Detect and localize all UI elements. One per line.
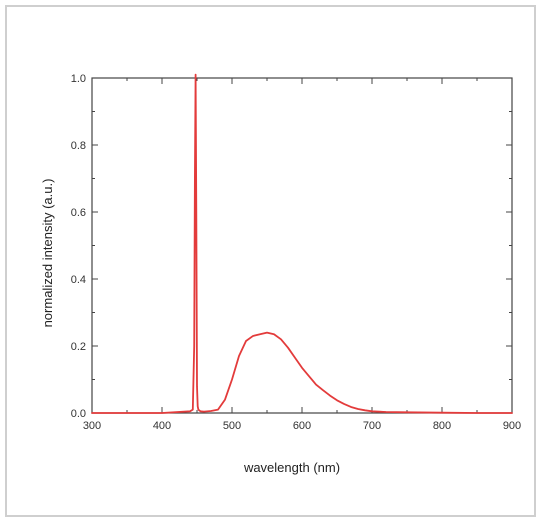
x-axis-title: wavelength (nm) bbox=[243, 460, 340, 475]
y-tick-label: 0.8 bbox=[71, 140, 86, 152]
y-tick-label: 0.2 bbox=[71, 341, 86, 353]
x-tick-label: 800 bbox=[433, 420, 451, 432]
y-tick-label: 0.4 bbox=[71, 274, 86, 286]
x-tick-label: 300 bbox=[83, 420, 101, 432]
spectrum-line-0 bbox=[91, 73, 513, 414]
y-tick-label: 0.0 bbox=[71, 408, 86, 420]
y-tick-label: 0.6 bbox=[71, 207, 86, 219]
y-axis-title: normalized intensity (a.u.) bbox=[40, 179, 55, 328]
x-tick-label: 500 bbox=[223, 420, 241, 432]
x-tick-label: 900 bbox=[503, 420, 521, 432]
x-tick-label: 400 bbox=[153, 420, 171, 432]
y-tick-label: 1.0 bbox=[71, 73, 86, 85]
x-tick-label: 700 bbox=[363, 420, 381, 432]
plot-area-border bbox=[91, 77, 513, 414]
x-tick-label: 600 bbox=[293, 420, 311, 432]
chart-frame bbox=[5, 5, 536, 517]
